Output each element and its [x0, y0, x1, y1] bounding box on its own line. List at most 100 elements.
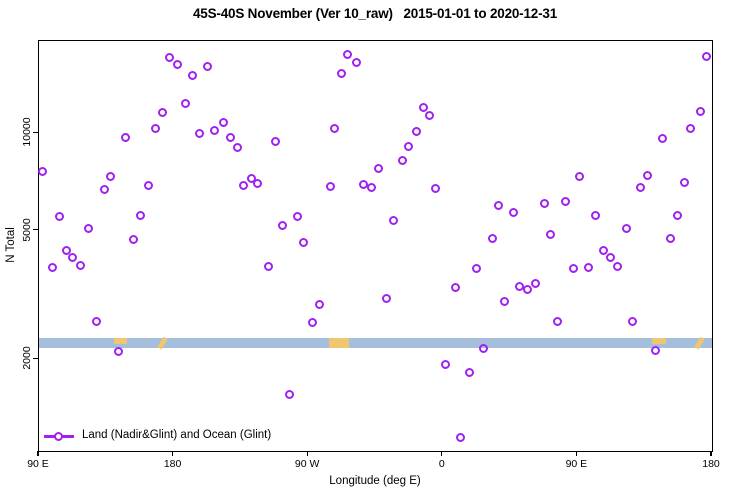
data-point — [635, 182, 645, 192]
plot-area — [37, 40, 713, 452]
data-point — [411, 126, 421, 136]
data-point — [76, 260, 86, 270]
data-point — [114, 346, 124, 356]
data-point — [136, 210, 146, 220]
data-point — [271, 136, 281, 146]
x-tick-label: 90 W — [294, 458, 320, 470]
data-point — [672, 210, 682, 220]
data-point — [450, 282, 460, 292]
data-point — [68, 252, 78, 262]
data-point — [560, 196, 570, 206]
data-point — [574, 171, 584, 181]
data-point — [568, 263, 578, 273]
data-point — [455, 432, 465, 442]
data-point — [627, 316, 637, 326]
x-axis-label: Longitude (deg E) — [329, 475, 421, 487]
data-point — [695, 106, 705, 116]
data-point — [679, 177, 689, 187]
data-point — [299, 237, 309, 247]
data-point — [373, 163, 383, 173]
data-point — [203, 61, 213, 71]
x-tick-mark — [710, 451, 712, 456]
data-point — [165, 52, 175, 62]
data-point — [552, 316, 562, 326]
y-axis-label: N Total — [5, 227, 17, 263]
data-point — [315, 299, 325, 309]
data-point — [440, 360, 450, 370]
data-point — [253, 178, 263, 188]
data-point — [285, 390, 295, 400]
data-point — [493, 200, 503, 210]
data-point — [478, 343, 488, 353]
data-point — [612, 261, 622, 271]
data-point — [471, 263, 481, 273]
data-point — [352, 57, 361, 67]
data-point — [419, 102, 428, 112]
data-point — [210, 125, 220, 135]
land-segment — [329, 338, 349, 349]
data-point — [388, 215, 398, 225]
data-point — [233, 142, 243, 152]
data-point — [293, 211, 303, 221]
data-point — [522, 284, 532, 294]
data-point — [403, 141, 413, 151]
data-point — [430, 183, 440, 193]
land-segment — [694, 337, 705, 350]
data-point — [308, 317, 318, 327]
data-point — [685, 123, 695, 133]
data-point — [239, 180, 249, 190]
data-point — [158, 107, 168, 117]
data-point — [583, 262, 593, 272]
chart-title: 45S-40S November (Ver 10_raw) 2015-01-01… — [192, 6, 558, 21]
data-point — [650, 345, 660, 355]
data-point — [247, 173, 257, 183]
data-point — [181, 98, 191, 108]
data-point — [337, 68, 347, 78]
data-point — [590, 210, 600, 220]
x-tick-mark — [575, 451, 577, 456]
data-point — [100, 184, 110, 194]
x-tick-mark — [441, 451, 443, 456]
land-segment — [156, 337, 167, 350]
data-point — [62, 245, 72, 255]
data-point — [665, 233, 675, 243]
data-point — [144, 180, 154, 190]
data-point — [621, 223, 631, 233]
legend-marker-icon — [54, 431, 63, 441]
y-tick-mark — [33, 131, 38, 133]
data-point — [366, 182, 376, 192]
y-tick-mark — [33, 228, 38, 231]
data-point — [188, 70, 198, 80]
data-point — [84, 223, 94, 233]
latitude-strip-map-band — [39, 337, 712, 350]
data-point — [397, 155, 407, 165]
data-point — [264, 261, 274, 271]
data-point — [530, 278, 540, 288]
x-tick-label: 90 E — [565, 458, 588, 470]
data-point — [129, 234, 139, 244]
data-point — [37, 166, 47, 176]
data-point — [539, 198, 549, 208]
data-point — [642, 170, 652, 180]
data-point — [226, 132, 236, 142]
data-point — [219, 117, 229, 127]
data-point — [47, 262, 57, 272]
data-point — [326, 181, 336, 191]
data-point — [487, 233, 497, 243]
x-tick-label: 0 — [438, 458, 445, 470]
x-tick-label: 90 E — [27, 458, 49, 470]
data-point — [508, 207, 518, 217]
data-point — [605, 252, 615, 262]
data-point — [92, 316, 102, 326]
y-tick-label: 2000 — [21, 346, 33, 370]
y-tick-mark — [33, 357, 38, 359]
land-segment — [652, 338, 666, 344]
y-tick-label: 5000 — [21, 217, 33, 242]
data-point — [701, 51, 711, 61]
data-point — [545, 229, 555, 239]
land-segment — [113, 338, 128, 344]
x-tick-mark — [306, 451, 308, 456]
data-point — [499, 296, 509, 306]
data-point — [173, 59, 183, 69]
